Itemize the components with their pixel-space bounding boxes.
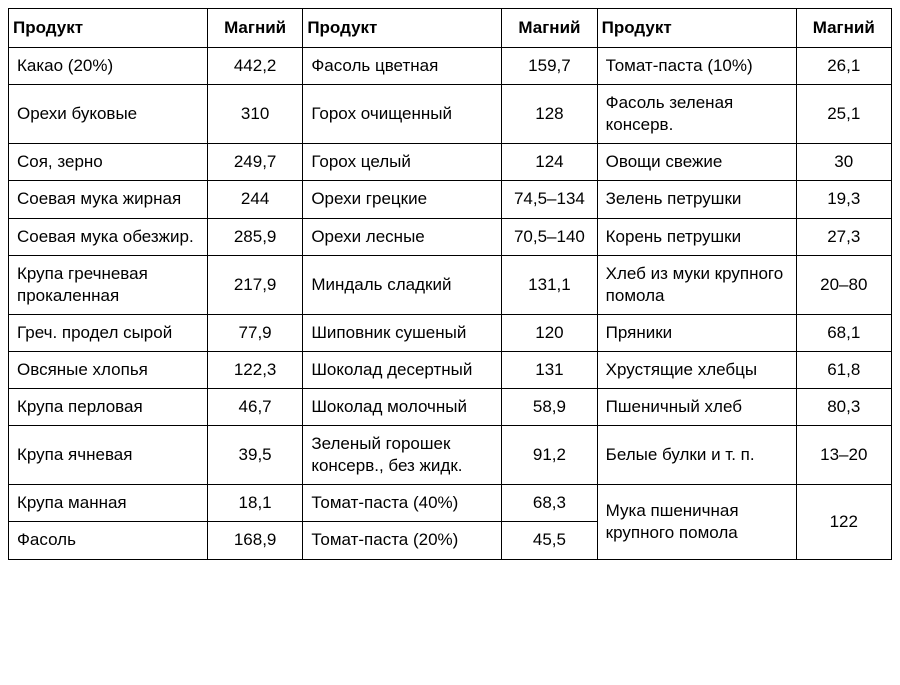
product-cell: Соевая мука обезжир. xyxy=(9,218,208,255)
magnesium-cell: 442,2 xyxy=(207,48,302,85)
header-row: Продукт Магний Продукт Магний Продукт Ма… xyxy=(9,9,892,48)
product-cell: Фасоль цветная xyxy=(303,48,502,85)
header-magnesium-1: Магний xyxy=(207,9,302,48)
product-cell: Хлеб из муки крупного помола xyxy=(597,255,796,314)
product-cell: Греч. продел сырой xyxy=(9,314,208,351)
magnesium-cell: 310 xyxy=(207,85,302,144)
product-cell: Томат-паста (40%) xyxy=(303,485,502,522)
magnesium-cell: 131 xyxy=(502,351,597,388)
product-cell: Томат-паста (10%) xyxy=(597,48,796,85)
product-cell: Горох очищенный xyxy=(303,85,502,144)
product-cell: Корень петрушки xyxy=(597,218,796,255)
product-cell: Овсяные хлопья xyxy=(9,351,208,388)
magnesium-cell: 19,3 xyxy=(796,181,891,218)
magnesium-cell: 68,1 xyxy=(796,314,891,351)
product-cell: Шоколад десертный xyxy=(303,351,502,388)
table-row: Соевая мука обезжир.285,9Орехи лесные70,… xyxy=(9,218,892,255)
product-cell: Крупа гречневая прокаленная xyxy=(9,255,208,314)
magnesium-cell: 26,1 xyxy=(796,48,891,85)
magnesium-cell: 249,7 xyxy=(207,144,302,181)
table-row: Крупа перловая46,7Шоколад молочный58,9Пш… xyxy=(9,389,892,426)
magnesium-cell: 217,9 xyxy=(207,255,302,314)
magnesium-table: Продукт Магний Продукт Магний Продукт Ма… xyxy=(8,8,892,560)
product-cell: Зелень петрушки xyxy=(597,181,796,218)
product-cell: Соя, зерно xyxy=(9,144,208,181)
table-row: Овсяные хлопья122,3Шоколад десертный131Х… xyxy=(9,351,892,388)
header-product-1: Продукт xyxy=(9,9,208,48)
magnesium-cell: 168,9 xyxy=(207,522,302,559)
table-row: Соя, зерно249,7Горох целый124Овощи свежи… xyxy=(9,144,892,181)
product-cell: Белые булки и т. п. xyxy=(597,426,796,485)
product-cell: Крупа перловая xyxy=(9,389,208,426)
magnesium-cell: 244 xyxy=(207,181,302,218)
product-cell: Пряники xyxy=(597,314,796,351)
table-row: Соевая мука жирная244Орехи грецкие74,5–1… xyxy=(9,181,892,218)
magnesium-cell: 122 xyxy=(796,485,891,559)
product-cell: Крупа манная xyxy=(9,485,208,522)
header-magnesium-2: Магний xyxy=(502,9,597,48)
product-cell: Крупа ячневая xyxy=(9,426,208,485)
magnesium-cell: 128 xyxy=(502,85,597,144)
magnesium-cell: 285,9 xyxy=(207,218,302,255)
table-row: Крупа ячневая39,5Зеленый горошек консерв… xyxy=(9,426,892,485)
product-cell: Фасоль зеленая консерв. xyxy=(597,85,796,144)
magnesium-cell: 39,5 xyxy=(207,426,302,485)
table-row: Крупа манная18,1Томат-паста (40%)68,3Мук… xyxy=(9,485,892,522)
magnesium-cell: 13–20 xyxy=(796,426,891,485)
product-cell: Горох целый xyxy=(303,144,502,181)
magnesium-cell: 58,9 xyxy=(502,389,597,426)
magnesium-cell: 46,7 xyxy=(207,389,302,426)
product-cell: Соевая мука жирная xyxy=(9,181,208,218)
product-cell: Какао (20%) xyxy=(9,48,208,85)
product-cell: Шиповник сушеный xyxy=(303,314,502,351)
magnesium-cell: 120 xyxy=(502,314,597,351)
table-row: Какао (20%)442,2Фасоль цветная159,7Томат… xyxy=(9,48,892,85)
product-cell: Мука пшеничная крупного помола xyxy=(597,485,796,559)
table-row: Греч. продел сырой77,9Шиповник сушеный12… xyxy=(9,314,892,351)
magnesium-cell: 131,1 xyxy=(502,255,597,314)
header-product-3: Продукт xyxy=(597,9,796,48)
product-cell: Орехи грецкие xyxy=(303,181,502,218)
magnesium-cell: 61,8 xyxy=(796,351,891,388)
product-cell: Орехи буковые xyxy=(9,85,208,144)
magnesium-cell: 91,2 xyxy=(502,426,597,485)
table-row: Орехи буковые310Горох очищенный128Фасоль… xyxy=(9,85,892,144)
header-magnesium-3: Магний xyxy=(796,9,891,48)
magnesium-cell: 25,1 xyxy=(796,85,891,144)
table-row: Крупа гречневая прокаленная217,9Миндаль … xyxy=(9,255,892,314)
magnesium-cell: 122,3 xyxy=(207,351,302,388)
table-body: Какао (20%)442,2Фасоль цветная159,7Томат… xyxy=(9,48,892,559)
magnesium-cell: 27,3 xyxy=(796,218,891,255)
magnesium-cell: 70,5–140 xyxy=(502,218,597,255)
product-cell: Овощи свежие xyxy=(597,144,796,181)
magnesium-cell: 68,3 xyxy=(502,485,597,522)
magnesium-cell: 80,3 xyxy=(796,389,891,426)
product-cell: Зеленый горошек консерв., без жидк. xyxy=(303,426,502,485)
product-cell: Томат-паста (20%) xyxy=(303,522,502,559)
magnesium-cell: 74,5–134 xyxy=(502,181,597,218)
product-cell: Фасоль xyxy=(9,522,208,559)
product-cell: Шоколад молочный xyxy=(303,389,502,426)
header-product-2: Продукт xyxy=(303,9,502,48)
table-header: Продукт Магний Продукт Магний Продукт Ма… xyxy=(9,9,892,48)
product-cell: Орехи лесные xyxy=(303,218,502,255)
magnesium-cell: 77,9 xyxy=(207,314,302,351)
magnesium-cell: 124 xyxy=(502,144,597,181)
magnesium-cell: 45,5 xyxy=(502,522,597,559)
magnesium-cell: 18,1 xyxy=(207,485,302,522)
magnesium-cell: 20–80 xyxy=(796,255,891,314)
product-cell: Хрустящие хлебцы xyxy=(597,351,796,388)
magnesium-cell: 30 xyxy=(796,144,891,181)
magnesium-cell: 159,7 xyxy=(502,48,597,85)
product-cell: Миндаль сладкий xyxy=(303,255,502,314)
product-cell: Пшеничный хлеб xyxy=(597,389,796,426)
